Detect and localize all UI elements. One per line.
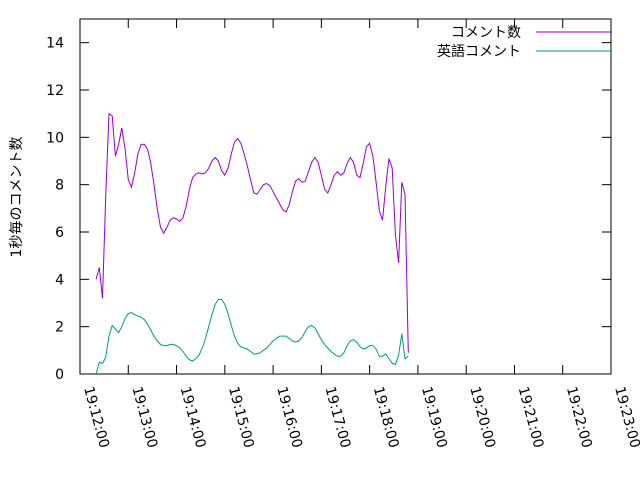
y-tick-label: 10 (46, 130, 64, 146)
x-tick-label: 19:19:00 (418, 385, 450, 450)
x-tick-label: 19:17:00 (321, 385, 353, 450)
x-tick-label: 19:20:00 (466, 385, 498, 450)
series-lines (95, 112, 409, 375)
x-axis-ticks: 19:12:00 19:13:00 19:14:00 19:15:00 19:16:00… (79, 19, 640, 450)
y-tick-label: 12 (46, 83, 64, 99)
plot-frame (79, 18, 612, 375)
y-tick-label: 2 (55, 320, 64, 336)
y-tick-label: 14 (46, 36, 64, 52)
x-tick-label: 19:16:00 (273, 385, 305, 450)
y-tick-label: 6 (55, 225, 64, 241)
x-tick-label: 19:13:00 (128, 385, 160, 450)
x-tick-label: 19:18:00 (370, 385, 402, 450)
y-tick-label: 0 (55, 367, 64, 383)
x-tick-label: 19:12:00 (80, 385, 112, 450)
y-tick-label: 4 (55, 272, 64, 288)
legend-label: コメント数 (451, 25, 521, 41)
y-axis-ticks: 0 2 4 6 8 10 12 14 (46, 36, 611, 383)
x-tick-label: 19:23:00 (611, 385, 640, 450)
x-tick-label: 19:22:00 (563, 385, 595, 450)
y-axis-label: 1秒毎のコメント数 (9, 137, 25, 258)
x-tick-label: 19:14:00 (177, 385, 209, 450)
legend-label: 英語コメント (437, 43, 521, 60)
x-tick-label: 19:15:00 (225, 385, 257, 450)
x-tick-label: 19:21:00 (515, 385, 547, 450)
series-line-1 (95, 112, 409, 353)
series-line-2 (95, 298, 409, 375)
y-tick-label: 8 (55, 178, 64, 194)
